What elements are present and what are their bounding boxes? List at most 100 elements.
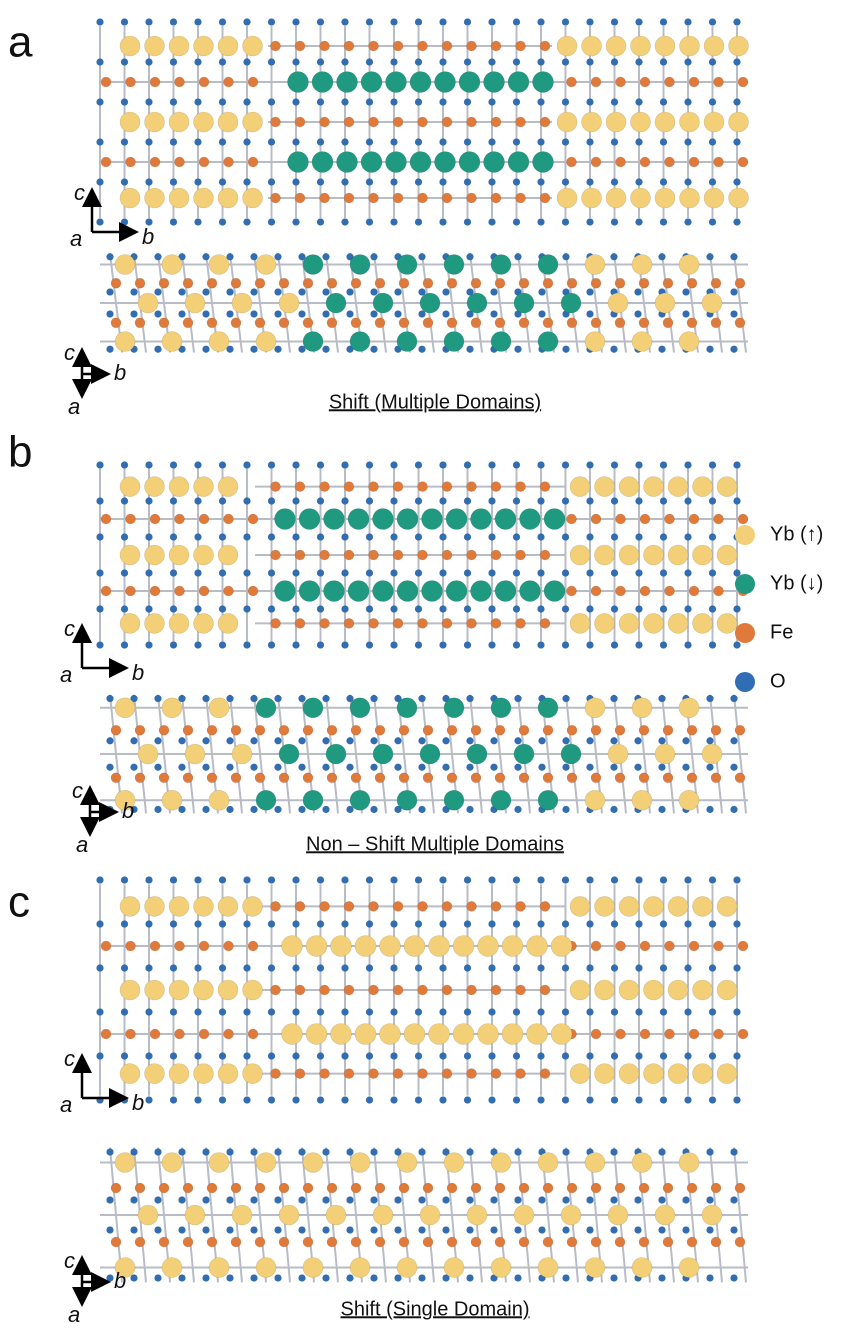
atom bbox=[150, 1029, 160, 1039]
atom bbox=[218, 545, 238, 565]
axis-label: c bbox=[72, 778, 83, 803]
atom bbox=[219, 921, 226, 928]
atom bbox=[255, 278, 265, 288]
atom bbox=[495, 1183, 505, 1193]
atom bbox=[268, 462, 275, 469]
atom bbox=[663, 278, 673, 288]
atom bbox=[659, 1197, 666, 1204]
atom bbox=[244, 1097, 251, 1104]
axis-label: a bbox=[60, 662, 72, 687]
atom bbox=[207, 1237, 217, 1247]
atom bbox=[585, 255, 605, 275]
atom bbox=[231, 278, 241, 288]
atom bbox=[323, 346, 330, 353]
atom bbox=[440, 179, 447, 186]
atom bbox=[616, 586, 626, 596]
atom bbox=[429, 1024, 450, 1045]
atom bbox=[145, 980, 165, 1000]
atom bbox=[251, 253, 258, 260]
atom bbox=[453, 1024, 474, 1045]
atom bbox=[268, 570, 275, 577]
atom bbox=[735, 1237, 745, 1247]
atom bbox=[516, 193, 526, 203]
atom bbox=[218, 188, 238, 208]
atom bbox=[203, 1275, 210, 1282]
atom bbox=[717, 613, 737, 633]
atom bbox=[635, 737, 642, 744]
atom bbox=[101, 514, 111, 524]
atom bbox=[251, 1197, 258, 1204]
atom bbox=[185, 1205, 205, 1225]
atom bbox=[591, 941, 601, 951]
atom bbox=[293, 642, 300, 649]
atom bbox=[251, 695, 258, 702]
atom bbox=[685, 19, 692, 26]
atom bbox=[255, 1183, 265, 1193]
atom bbox=[209, 698, 229, 718]
atom bbox=[248, 1029, 258, 1039]
atom bbox=[562, 965, 569, 972]
atom bbox=[567, 514, 577, 524]
atom bbox=[275, 695, 282, 702]
atom bbox=[410, 72, 431, 93]
atom bbox=[491, 1153, 511, 1173]
atom bbox=[243, 36, 263, 56]
atom bbox=[538, 462, 545, 469]
atom bbox=[611, 253, 618, 260]
atom bbox=[227, 311, 234, 318]
atom bbox=[350, 1153, 370, 1173]
atom bbox=[668, 1064, 688, 1084]
atom bbox=[342, 59, 349, 66]
atom bbox=[685, 179, 692, 186]
atom bbox=[562, 19, 569, 26]
atom bbox=[323, 253, 330, 260]
atom bbox=[97, 498, 104, 505]
atom bbox=[244, 59, 251, 66]
atom bbox=[203, 289, 210, 296]
atom bbox=[587, 289, 594, 296]
axis-indicator: cba bbox=[64, 1248, 126, 1327]
atom bbox=[491, 737, 498, 744]
atom bbox=[268, 139, 275, 146]
atom bbox=[685, 642, 692, 649]
axis-label: a bbox=[68, 1302, 80, 1327]
panel-label: b bbox=[8, 428, 32, 477]
atom bbox=[491, 482, 501, 492]
atom bbox=[207, 725, 217, 735]
atom bbox=[183, 1183, 193, 1193]
atom bbox=[227, 1197, 234, 1204]
atom bbox=[636, 99, 643, 106]
atom bbox=[317, 1009, 324, 1016]
atom bbox=[423, 725, 433, 735]
atom bbox=[668, 477, 688, 497]
atom bbox=[371, 737, 378, 744]
atom bbox=[611, 462, 618, 469]
atom bbox=[295, 193, 305, 203]
atom bbox=[562, 642, 569, 649]
atom bbox=[395, 289, 402, 296]
atom bbox=[464, 965, 471, 972]
atom bbox=[467, 117, 477, 127]
atom bbox=[689, 941, 699, 951]
atom bbox=[587, 99, 594, 106]
atom bbox=[282, 1024, 303, 1045]
legend-label: O bbox=[770, 670, 786, 692]
atom bbox=[471, 581, 492, 602]
atom bbox=[366, 606, 373, 613]
atom bbox=[131, 289, 138, 296]
atom bbox=[218, 36, 238, 56]
atom bbox=[442, 618, 452, 628]
atom bbox=[440, 965, 447, 972]
atom bbox=[256, 332, 276, 352]
atom bbox=[562, 59, 569, 66]
atom bbox=[467, 253, 474, 260]
atom bbox=[587, 311, 594, 318]
atom bbox=[587, 219, 594, 226]
atom bbox=[714, 941, 724, 951]
atom bbox=[366, 534, 373, 541]
atom bbox=[342, 1097, 349, 1104]
atom bbox=[271, 901, 281, 911]
atom bbox=[155, 311, 162, 318]
atom bbox=[219, 219, 226, 226]
atom bbox=[464, 498, 471, 505]
